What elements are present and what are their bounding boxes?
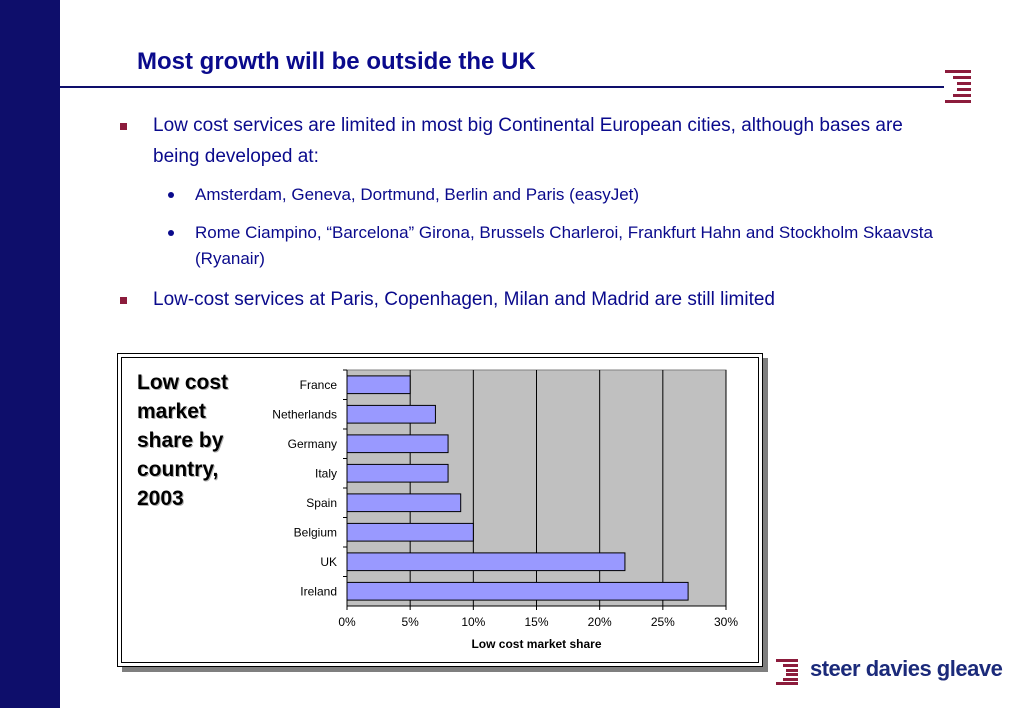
category-label: Spain <box>306 496 337 510</box>
category-label: Belgium <box>294 525 337 539</box>
sub-bullet-item: Amsterdam, Geneva, Dortmund, Berlin and … <box>118 182 948 208</box>
slide-title: Most growth will be outside the UK <box>137 48 536 75</box>
category-label: UK <box>320 555 337 569</box>
bullet-square-icon <box>120 297 127 304</box>
brand-footer-logo-icon <box>776 659 798 685</box>
bullet-list: Low cost services are limited in most bi… <box>118 110 948 325</box>
bar <box>346 404 436 424</box>
bar <box>346 434 449 454</box>
bullet-square-icon <box>120 123 127 130</box>
category-label: Germany <box>288 437 337 451</box>
bullet-text: Low-cost services at Paris, Copenhagen, … <box>153 289 775 310</box>
brand-logo-icon <box>945 70 971 103</box>
bar <box>346 463 449 483</box>
x-tick-label: 25% <box>651 615 675 629</box>
x-tick-label: 10% <box>461 615 485 629</box>
bullet-text: Low cost services are limited in most bi… <box>153 115 903 167</box>
brand-name: steer davies gleave <box>810 656 1003 681</box>
bullet-dot-icon <box>168 192 174 198</box>
x-axis-label: Low cost market share <box>471 637 601 651</box>
bar <box>346 522 474 542</box>
sub-bullet-text: Rome Ciampino, “Barcelona” Girona, Bruss… <box>195 223 933 268</box>
bullet-item: Low-cost services at Paris, Copenhagen, … <box>118 284 948 315</box>
x-tick-label: 0% <box>338 615 356 629</box>
x-tick-label: 5% <box>401 615 419 629</box>
x-tick-label: 15% <box>524 615 548 629</box>
chart-caption: Low cost market share by country, 2003 <box>137 371 229 510</box>
chart-inner-frame <box>121 357 759 663</box>
bullet-item: Low cost services are limited in most bi… <box>118 110 948 172</box>
x-tick-label: 30% <box>714 615 738 629</box>
sub-bullet-text: Amsterdam, Geneva, Dortmund, Berlin and … <box>195 185 640 204</box>
left-sidebar-band <box>0 0 60 708</box>
category-label: France <box>300 378 338 392</box>
bar-chart: 0% 5% 10% 15% 20% 25% 30% France Netherlands Germ… <box>272 369 738 651</box>
bar <box>346 552 626 572</box>
bar <box>346 493 462 513</box>
category-label: Netherlands <box>272 407 337 421</box>
bar <box>346 581 689 601</box>
x-tick-label: 20% <box>588 615 612 629</box>
sub-bullet-item: Rome Ciampino, “Barcelona” Girona, Bruss… <box>118 220 948 272</box>
category-label: Ireland <box>300 584 337 598</box>
title-rule <box>60 86 944 88</box>
bullet-dot-icon <box>168 230 174 236</box>
category-label: Italy <box>315 466 337 480</box>
bar <box>346 375 411 395</box>
